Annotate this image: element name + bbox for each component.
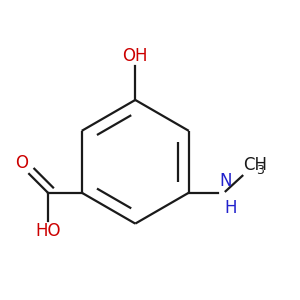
Text: OH: OH xyxy=(122,46,148,64)
Text: H: H xyxy=(224,199,237,217)
Text: 3: 3 xyxy=(256,164,264,177)
Text: HO: HO xyxy=(35,222,61,240)
Text: N: N xyxy=(219,172,232,190)
Text: CH: CH xyxy=(243,156,267,174)
Text: O: O xyxy=(15,154,28,172)
